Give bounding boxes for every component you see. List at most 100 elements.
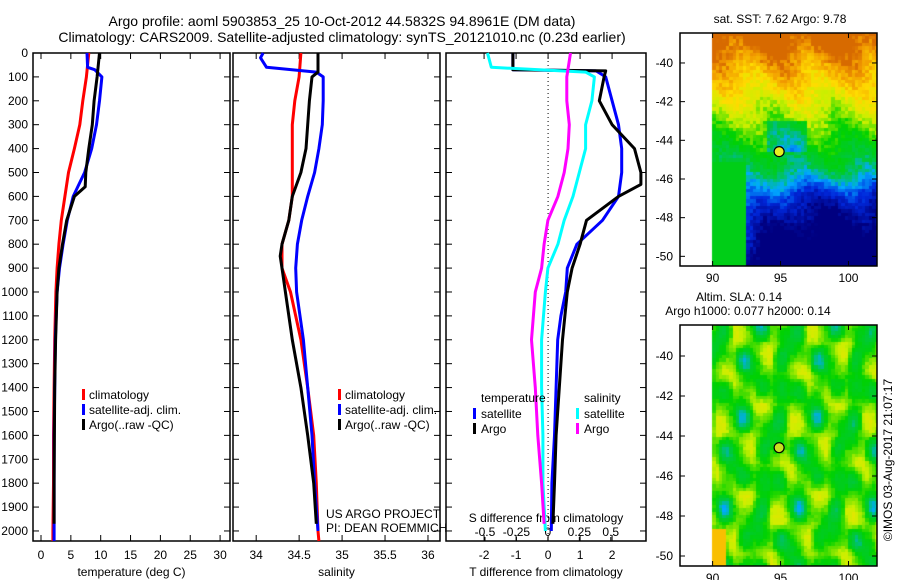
lon-tick-label: 90 xyxy=(706,271,720,285)
sst-map-title: sat. SST: 7.62 Argo: 9.78 xyxy=(714,12,847,26)
difference-frame xyxy=(445,52,647,542)
depth-tick-label: 1100 xyxy=(2,309,28,323)
depth-tick-label: 1500 xyxy=(1,404,28,418)
temperature-xtick-label: 15 xyxy=(124,548,138,562)
temperature-xtick-label: 30 xyxy=(213,548,227,562)
salinity-frame xyxy=(232,52,441,542)
legend-label: Argo xyxy=(481,422,507,436)
legend-swatch xyxy=(473,423,476,434)
lat-tick-label: -46 xyxy=(656,469,674,483)
lat-tick-label: -40 xyxy=(656,56,674,70)
difference-series-temperature-argo xyxy=(511,53,643,524)
salinity-xtick-label: 36 xyxy=(421,548,435,562)
depth-tick-label: 1200 xyxy=(1,333,28,347)
lat-tick-label: -42 xyxy=(656,95,674,109)
lat-tick-label: -48 xyxy=(656,211,674,225)
lat-tick-label: -46 xyxy=(656,172,674,186)
sla-map-frame xyxy=(679,324,878,567)
salinity-xtick-label: 35 xyxy=(335,548,349,562)
legend-swatch xyxy=(473,408,476,419)
salinity-xtick-label: 35.5 xyxy=(373,548,397,562)
sst-map-frame xyxy=(679,32,878,267)
credit-text: US ARGO PROJECT xyxy=(326,507,441,521)
legend-group-title: temperature xyxy=(481,391,546,405)
lat-tick-label: -40 xyxy=(656,349,674,363)
depth-tick-label: 0 xyxy=(21,46,28,60)
lat-tick-label: -44 xyxy=(656,133,674,147)
argo-location-marker xyxy=(773,145,785,158)
temperature-series-argo-raw-qc- xyxy=(52,52,101,524)
depth-tick-label: 900 xyxy=(8,261,28,275)
depth-tick-label: 100 xyxy=(8,70,28,84)
temperature-xlabel: temperature (deg C) xyxy=(77,565,185,579)
legend-label: Argo(..raw -QC) xyxy=(89,418,174,432)
argo-location-marker xyxy=(773,442,785,454)
legend-swatch xyxy=(338,389,341,400)
depth-tick-label: 400 xyxy=(8,142,28,156)
salinity-series-argo-raw-qc- xyxy=(278,53,320,524)
legend-swatch xyxy=(576,423,579,434)
title-line2: Climatology: CARS2009. Satellite-adjuste… xyxy=(58,29,625,45)
temperature-xtick-label: 20 xyxy=(154,548,168,562)
difference-series-salinity-satellite xyxy=(486,52,596,532)
s-diff-tick-label: -0.25 xyxy=(503,525,531,539)
title-line1: Argo profile: aoml 5903853_25 10-Oct-201… xyxy=(109,13,576,29)
difference-xtick-label: -2 xyxy=(479,548,490,562)
depth-tick-label: 600 xyxy=(8,189,28,203)
lat-tick-label: -42 xyxy=(656,389,674,403)
legend-label: satellite-adj. clim. xyxy=(89,403,181,417)
legend-swatch xyxy=(82,419,85,430)
legend-label: climatology xyxy=(89,388,149,402)
legend-swatch xyxy=(82,389,85,400)
depth-tick-label: 1300 xyxy=(1,357,28,371)
depth-tick-label: 200 xyxy=(8,94,28,108)
depth-tick-label: 1600 xyxy=(1,428,28,442)
lat-tick-label: -50 xyxy=(656,249,674,263)
difference-xtick-label: 0 xyxy=(545,548,552,562)
lat-tick-label: -50 xyxy=(656,549,674,563)
salinity-xlabel: salinity xyxy=(318,565,355,579)
difference-xtick-label: 2 xyxy=(609,548,616,562)
pi-text: PI: DEAN ROEMMICH xyxy=(326,521,447,535)
temperature-xtick-label: 25 xyxy=(184,548,198,562)
depth-tick-label: 800 xyxy=(8,237,28,251)
lon-tick-label: 100 xyxy=(838,571,858,580)
depth-tick-label: 1800 xyxy=(1,476,28,490)
legend-label: Argo xyxy=(584,422,610,436)
temperature-xtick-label: 10 xyxy=(94,548,108,562)
salinity-xtick-label: 34 xyxy=(250,548,264,562)
depth-tick-label: 1400 xyxy=(1,381,28,395)
sla-map-subtitle: Argo h1000: 0.077 h2000: 0.14 xyxy=(665,304,831,318)
difference-series-temperature-satellite xyxy=(511,53,624,532)
legend-label: Argo(..raw -QC) xyxy=(345,418,430,432)
temperature-xtick-label: 5 xyxy=(68,548,75,562)
imos-stamp: ©IMOS 03-Aug-2017 21:07:17 xyxy=(881,379,895,542)
legend-group-title: salinity xyxy=(584,391,621,405)
legend-swatch xyxy=(338,419,341,430)
salinity-xtick-label: 34.5 xyxy=(287,548,311,562)
difference-series-salinity-argo xyxy=(530,52,572,524)
difference-xlabel: T difference from climatology xyxy=(469,565,623,579)
depth-tick-label: 2000 xyxy=(1,524,28,538)
temperature-frame xyxy=(32,52,231,542)
depth-tick-label: 700 xyxy=(8,213,28,227)
s-diff-tick-label: 0.25 xyxy=(568,525,592,539)
difference-xtick-label: -1 xyxy=(511,548,522,562)
legend-label: satellite xyxy=(481,407,522,421)
legend-swatch xyxy=(576,408,579,419)
legend-label: satellite-adj. clim. xyxy=(345,403,437,417)
depth-tick-label: 1000 xyxy=(1,285,28,299)
lat-tick-label: -48 xyxy=(656,509,674,523)
depth-tick-label: 1900 xyxy=(1,500,28,514)
s-diff-tick-label: -0.5 xyxy=(475,525,496,539)
depth-tick-label: 500 xyxy=(8,165,28,179)
sla-map-title: Altim. SLA: 0.14 xyxy=(696,290,782,304)
lon-tick-label: 95 xyxy=(774,571,788,580)
lon-tick-label: 90 xyxy=(706,571,720,580)
temperature-xtick-label: 0 xyxy=(38,548,45,562)
depth-tick-label: 300 xyxy=(8,118,28,132)
s-diff-tick-label: 0.5 xyxy=(602,525,619,539)
legend-swatch xyxy=(82,404,85,415)
